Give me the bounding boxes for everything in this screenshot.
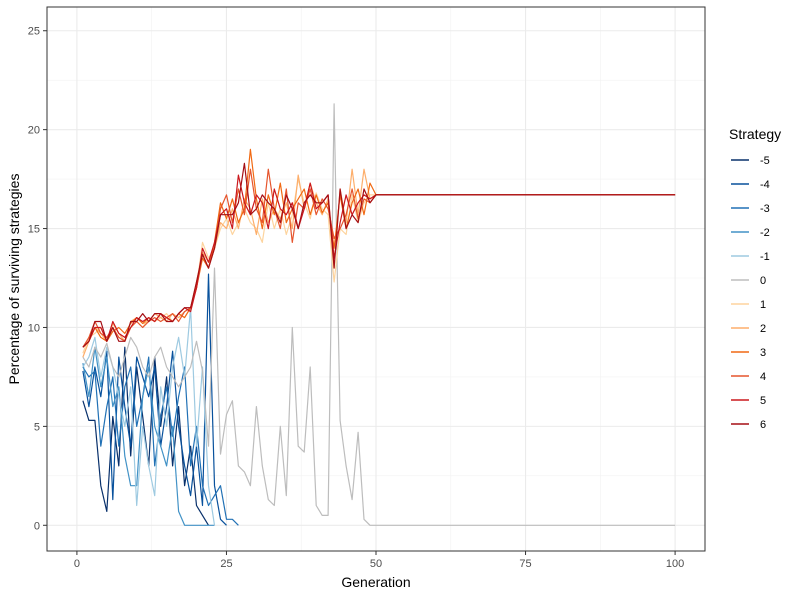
series-line-strategy-6: [82, 162, 676, 348]
y-tick-label: 15: [28, 224, 40, 236]
x-tick-label: 25: [220, 558, 232, 570]
legend-label-strategy-5: 5: [760, 395, 766, 407]
y-tick-label: 20: [28, 125, 40, 137]
legend-label-strategy-6: 6: [760, 419, 766, 431]
y-tick-label: 0: [34, 520, 40, 532]
x-tick-label: 0: [74, 558, 80, 570]
series-line-strategy--5: [82, 346, 210, 526]
legend-label-strategy--3: -3: [760, 203, 770, 215]
legend-label-strategy--2: -2: [760, 227, 770, 239]
legend-label-strategy-2: 2: [760, 323, 766, 335]
series-line-strategy-4: [82, 168, 676, 348]
y-tick-label: 10: [28, 322, 40, 334]
series-lines: [82, 103, 676, 526]
series-line-strategy--4: [82, 273, 227, 526]
series-line-strategy-0: [82, 103, 676, 526]
y-tick-label: 5: [34, 421, 40, 433]
x-axis-title: Generation: [341, 574, 410, 590]
y-tick-label: 25: [28, 26, 40, 38]
legend-label-strategy--5: -5: [760, 155, 770, 167]
y-axis: 0 5 10 15 20 25: [28, 26, 47, 532]
series-line-strategy--2: [82, 346, 215, 526]
legend-label-strategy-0: 0: [760, 275, 766, 287]
legend-label-strategy-4: 4: [760, 371, 766, 383]
x-axis: 0 25 50 75 100: [74, 551, 684, 570]
legend-label-strategy--1: -1: [760, 251, 770, 263]
legend-label-strategy-1: 1: [760, 299, 766, 311]
x-tick-label: 100: [666, 558, 684, 570]
legend-label-strategy--4: -4: [760, 179, 770, 191]
legend: Strategy -5 -4 -3 -2 -1 0 1 2 3 4 5 6: [729, 126, 781, 431]
legend-title: Strategy: [729, 126, 781, 142]
x-tick-label: 50: [370, 558, 382, 570]
x-tick-label: 75: [519, 558, 531, 570]
series-line-strategy--1: [82, 307, 216, 526]
legend-label-strategy-3: 3: [760, 347, 766, 359]
y-axis-title: Percentage of surviving strategies: [6, 174, 22, 385]
series-line-strategy--3: [82, 356, 239, 526]
